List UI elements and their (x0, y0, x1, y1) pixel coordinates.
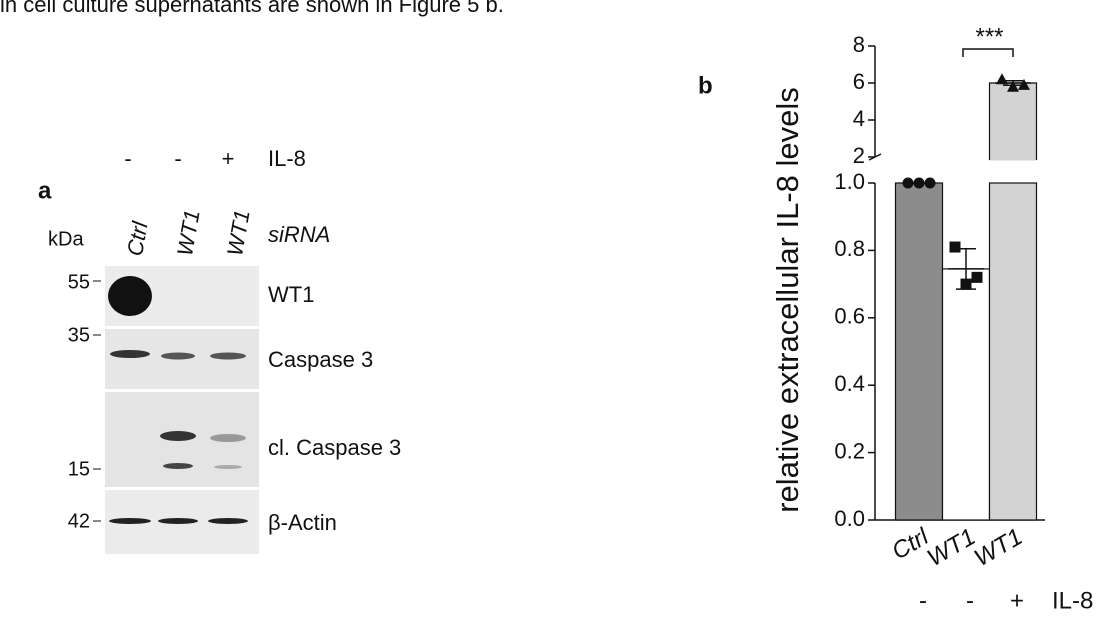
marker-label: 35 (68, 324, 90, 346)
panel-label: b (698, 72, 713, 99)
marker-label: 15 (68, 458, 90, 480)
lane-label: WT1 (222, 208, 255, 258)
blot-label: cl. Caspase 3 (268, 435, 401, 460)
treatment-name: IL-8 (268, 146, 306, 171)
blot-panels (93, 266, 259, 554)
panel-label: a (38, 177, 52, 204)
treatment-label: - (174, 146, 181, 171)
data-point (972, 272, 983, 283)
figure: in cell culture supernatants are shown i… (0, 0, 1112, 619)
x-tick-label: WT1 (970, 523, 1027, 572)
significance-label: *** (975, 23, 1003, 50)
data-point (996, 73, 1008, 84)
y-tick-label: 1.0 (834, 169, 865, 194)
data-point (903, 178, 914, 189)
treatment-name: IL-8 (1052, 587, 1093, 614)
lane-label: Ctrl (122, 219, 153, 258)
marker-label: 55 (68, 271, 90, 293)
y-tick-label: 0.0 (834, 506, 865, 531)
treatment-label: + (222, 146, 235, 171)
caption: in cell culture supernatants are shown i… (0, 0, 504, 17)
y-tick-label: 8 (853, 32, 865, 57)
y-axis-title: relative extracellular IL-8 levels (770, 87, 805, 513)
y-tick-label: 2 (853, 143, 865, 168)
data-point (925, 178, 936, 189)
data-point (950, 242, 961, 253)
data-point (914, 178, 925, 189)
blot-label: Caspase 3 (268, 347, 373, 372)
lane-label: WT1 (172, 208, 205, 258)
y-tick-label: 0.8 (834, 236, 865, 261)
blot-label: WT1 (268, 282, 314, 307)
y-tick-label: 0.4 (834, 371, 865, 396)
x-tick-label: Ctrl (887, 523, 933, 565)
marker-label: 42 (68, 510, 90, 532)
y-tick-label: 0.2 (834, 438, 865, 463)
y-tick-label: 6 (853, 69, 865, 94)
y-tick-label: 0.6 (834, 304, 865, 329)
treatment-label: - (919, 587, 927, 614)
data-point (961, 279, 972, 290)
bar (896, 183, 943, 520)
y-tick-label: 4 (853, 106, 865, 131)
treatment-label: - (124, 146, 131, 171)
lanes-name: siRNA (268, 222, 330, 247)
treatment-label: - (966, 587, 974, 614)
treatment-label: + (1010, 587, 1024, 614)
bar (990, 83, 1037, 160)
bar (943, 269, 990, 520)
unit-label: kDa (48, 228, 84, 250)
blot-label: β-Actin (268, 510, 337, 535)
bar (990, 183, 1037, 520)
